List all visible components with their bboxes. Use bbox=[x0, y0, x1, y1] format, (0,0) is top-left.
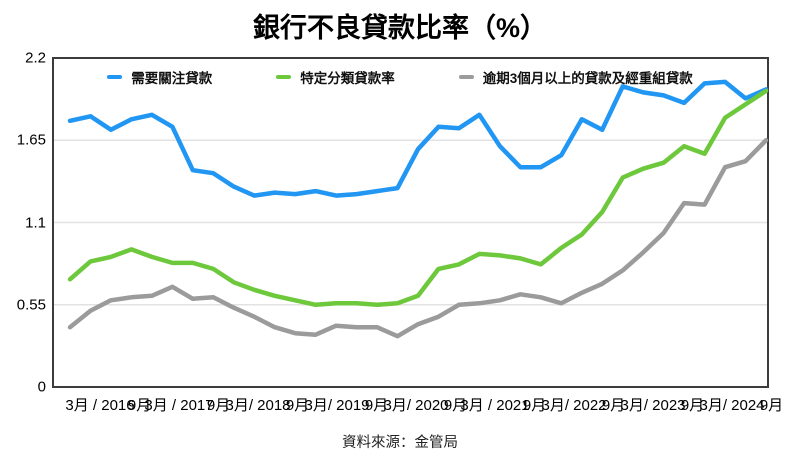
legend-item-classified: 特定分類貸款率 bbox=[276, 67, 395, 87]
legend-label: 需要關注貸款 bbox=[131, 71, 213, 86]
x-axis-tick-label: 3月/ 2024 bbox=[699, 397, 765, 414]
legend-dash-icon bbox=[458, 75, 474, 79]
y-axis-tick-label: 1.65 bbox=[16, 131, 46, 149]
x-axis-tick-label: 3月 / 2021 bbox=[460, 397, 530, 414]
series-line-1 bbox=[67, 88, 769, 308]
x-axis-tick-label: 9月 bbox=[680, 397, 705, 414]
x-axis-tick-label: 9月 bbox=[443, 397, 468, 414]
x-axis-tick-label: 9月 bbox=[285, 397, 310, 414]
x-axis-tick-label: 3月/ 2023 bbox=[620, 397, 686, 414]
legend-dash-icon bbox=[276, 75, 292, 79]
x-axis-tick-label: 9月 bbox=[127, 397, 152, 414]
source-note: 資料來源：金管局 bbox=[342, 435, 458, 451]
chart-title: 銀行不良貸款比率（%） bbox=[252, 13, 547, 43]
y-axis-tick-label: 0 bbox=[37, 378, 46, 396]
x-axis-tick-label: 9月 bbox=[364, 397, 389, 414]
legend-item-overdue: 逾期3個月以上的貸款及經重組貸款 bbox=[458, 67, 693, 87]
legend: 需要關注貸款 特定分類貸款率 逾期3個月以上的貸款及經重組貸款 bbox=[0, 67, 800, 87]
x-axis-tick-label: 9月 bbox=[601, 397, 626, 414]
x-axis-tick-label: 3月/ 2019 bbox=[304, 397, 370, 414]
x-axis-tick-label: 3月/ 2020 bbox=[383, 397, 449, 414]
y-axis-tick-label: 2.2 bbox=[25, 49, 46, 67]
x-axis-tick-label: 3月 / 2017 bbox=[144, 397, 214, 414]
y-axis-tick-label: 0.55 bbox=[16, 296, 46, 314]
series-line-2 bbox=[67, 138, 769, 339]
legend-dash-icon bbox=[107, 75, 123, 79]
series-line-0 bbox=[67, 79, 769, 198]
legend-label: 逾期3個月以上的貸款及經重組貸款 bbox=[482, 71, 693, 86]
plot-border bbox=[52, 57, 769, 388]
x-axis-tick-label: 3月/ 2018 bbox=[225, 397, 291, 414]
x-axis-tick-label: 3月 / 2016 bbox=[65, 397, 135, 414]
x-axis-tick-label: 9月 bbox=[206, 397, 231, 414]
x-axis-tick-label: 9月 bbox=[522, 397, 547, 414]
legend-label: 特定分類貸款率 bbox=[300, 71, 395, 86]
x-axis-tick-label: 3月/ 2022 bbox=[541, 397, 607, 414]
y-axis-tick-label: 1.1 bbox=[25, 214, 46, 231]
legend-item-special-mention: 需要關注貸款 bbox=[107, 67, 212, 87]
x-axis-tick-label: 9月 bbox=[759, 397, 784, 414]
